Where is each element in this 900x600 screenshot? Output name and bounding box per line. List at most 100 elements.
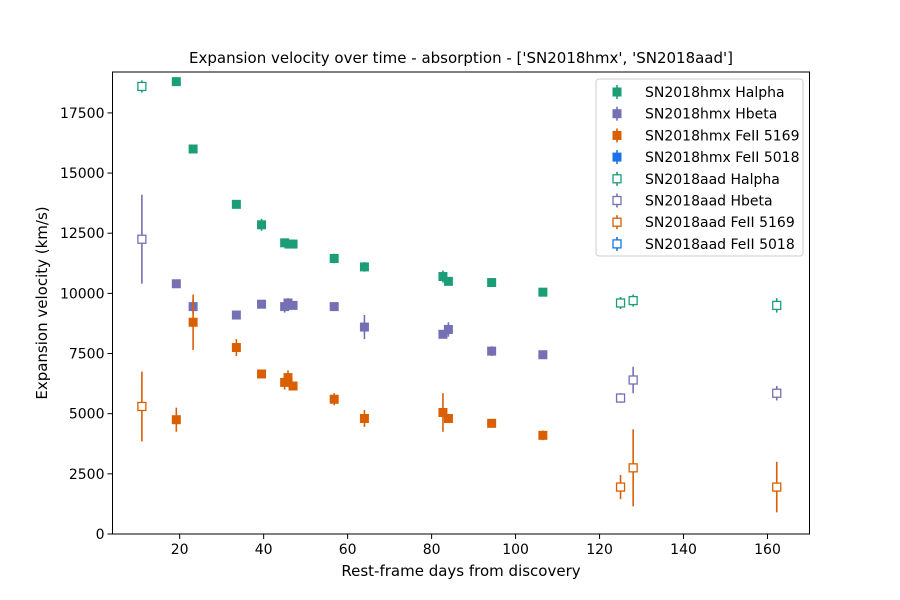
legend-item: SN2018hmx FeII 5018 [612,150,799,166]
data-point [438,272,448,282]
data-point [438,329,448,339]
legend-marker [612,87,622,97]
data-point [359,262,369,272]
data-point [137,234,147,244]
data-point [288,239,298,249]
data-point [283,298,293,308]
data-point [487,418,497,428]
data-point [772,482,782,492]
data-point [171,279,181,289]
data-point [329,302,339,312]
x-tick-label: 160 [754,542,781,558]
x-tick-label: 140 [670,542,697,558]
data-point [231,199,241,209]
data-point [288,381,298,391]
data-point [171,415,181,425]
data-point [257,220,267,230]
y-tick-label: 7500 [69,347,105,363]
legend-marker [612,174,622,184]
y-tick-label: 15000 [60,166,105,182]
data-point [231,343,241,353]
y-tick-label: 0 [96,527,105,543]
data-point [487,278,497,288]
data-point [772,300,782,311]
legend-marker [612,109,622,119]
data-point [137,81,147,92]
data-point [615,298,626,308]
data-point [171,77,181,87]
y-tick-label: 5000 [69,407,105,423]
data-point [188,317,198,327]
y-tick-label: 10000 [60,286,105,302]
data-series [137,77,782,513]
legend-marker [612,239,622,249]
data-point [231,310,241,320]
legend-item: SN2018aad FeII 5018 [612,236,795,253]
legend-item: SN2018hmx Halpha [612,85,785,101]
data-point [438,407,448,417]
data-point [628,295,638,306]
x-tick-label: 120 [586,542,613,558]
plot-frame [112,71,810,535]
chart-title: Expansion velocity over time - absorptio… [189,49,733,67]
data-point [257,369,267,379]
data-point [257,299,267,309]
x-tick-label: 80 [423,542,441,558]
data-point [443,414,453,423]
y-axis-label: Expansion velocity (km/s) [33,206,51,399]
data-point [283,373,293,383]
data-point [628,375,638,385]
series-sn2018aad-feii-5169 [137,371,782,513]
legend: SN2018hmx Halpha SN2018hmx Hbeta SN2018hmx… [595,78,804,257]
legend-box [595,78,804,257]
x-tick-label: 100 [502,542,529,558]
data-point [359,322,369,332]
legend-label: SN2018hmx FeII 5018 [645,150,799,166]
legend-label: SN2018hmx Halpha [645,85,785,101]
data-point [538,350,548,360]
x-axis-label: Rest-frame days from discovery [341,562,580,580]
legend-item: SN2018hmx Hbeta [612,106,777,123]
y-tick-label: 17500 [60,106,105,122]
series-sn2018aad-halpha [137,80,782,313]
data-point [615,482,626,492]
y-axis: 0 2500 5000 7500 10000 12500 15000 17500 [60,106,113,543]
data-point [280,377,290,387]
series-sn2018hmx-feii-5169 [171,294,548,441]
legend-item: SN2018aad FeII 5169 [612,215,795,231]
legend-marker [612,217,622,227]
x-tick-label: 40 [255,542,273,558]
data-point [288,300,298,310]
y-tick-label: 12500 [60,226,105,242]
data-point [538,287,548,297]
data-point [443,324,453,334]
legend-marker [612,130,622,140]
series-sn2018aad-hbeta [137,194,782,403]
legend-item: SN2018hmx FeII 5169 [612,128,799,144]
legend-item: SN2018aad Halpha [612,171,780,188]
legend-item: SN2018aad Hbeta [612,193,773,210]
x-axis: 20 40 60 80 100 120 140 160 [171,534,781,558]
data-point [628,463,638,473]
series-sn2018hmx-hbeta [171,279,548,360]
data-point [538,430,548,440]
data-point [188,144,198,154]
legend-marker [612,152,622,162]
data-point [772,388,782,398]
data-point [137,401,147,412]
data-point [329,253,339,263]
data-point [615,393,626,403]
legend-label: SN2018hmx Hbeta [645,107,777,123]
y-tick-label: 2500 [69,467,105,483]
x-tick-label: 20 [171,542,189,558]
legend-label: SN2018aad Halpha [645,172,780,188]
data-point [359,414,369,423]
legend-label: SN2018hmx FeII 5169 [645,128,799,144]
series-sn2018hmx-halpha [171,77,548,297]
legend-marker [612,195,622,206]
legend-label: SN2018aad Hbeta [645,194,773,210]
data-point [443,276,453,286]
data-point [329,394,339,404]
x-tick-label: 60 [339,542,357,558]
